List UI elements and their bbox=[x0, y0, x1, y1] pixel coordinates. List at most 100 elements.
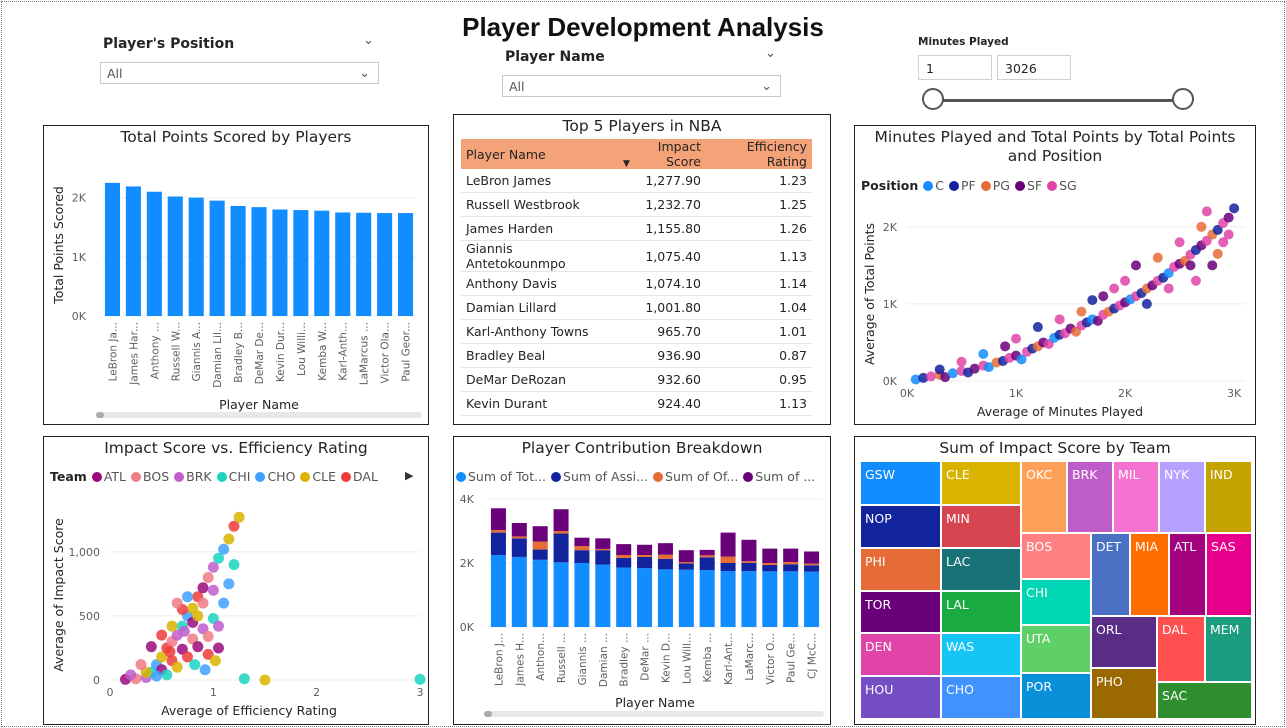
player-dropdown[interactable]: All ⌄ bbox=[502, 75, 781, 97]
scatter-point bbox=[209, 655, 221, 667]
treemap-cell[interactable]: DAL bbox=[1157, 616, 1205, 682]
treemap-cell[interactable]: MEM bbox=[1205, 616, 1252, 682]
legend-entry[interactable]: C bbox=[935, 178, 944, 193]
column-header-efficiency[interactable]: Efficiency Rating bbox=[706, 139, 812, 169]
treemap-cell[interactable]: WAS bbox=[941, 633, 1021, 676]
column-header-impact[interactable]: Impact Score ▼ bbox=[620, 139, 706, 169]
treemap-cell[interactable]: OKC bbox=[1021, 461, 1067, 533]
table-row: Damian Lillard 1,001.80 1.04 bbox=[461, 295, 812, 320]
minutes-max-input[interactable]: 3026 bbox=[997, 55, 1071, 80]
treemap-cell[interactable]: CHO bbox=[941, 676, 1021, 719]
stacked-bar-segment bbox=[616, 557, 632, 568]
treemap-cell[interactable]: GSW bbox=[860, 461, 941, 505]
legend-entry[interactable]: CLE bbox=[312, 469, 336, 484]
scatter-point bbox=[925, 371, 936, 382]
contrib-chart-legend: Sum of Tot... Sum of Assi... Sum of Of... S… bbox=[456, 469, 815, 484]
position-dropdown[interactable]: All ⌄ bbox=[100, 62, 379, 84]
stacked-bar-segment bbox=[616, 555, 632, 558]
legend-entry[interactable]: BRK bbox=[186, 469, 212, 484]
minutes-min-input[interactable]: 1 bbox=[918, 55, 992, 80]
points-chart-scrollbar[interactable] bbox=[96, 412, 422, 418]
legend-entry[interactable]: PG bbox=[992, 178, 1010, 193]
x-tick-label: Russell ... bbox=[556, 633, 568, 683]
stacked-bar-segment bbox=[490, 555, 506, 627]
triangle-right-icon[interactable]: ▶ bbox=[405, 469, 414, 482]
legend-entry[interactable]: ATL bbox=[103, 469, 126, 484]
legend-entry[interactable]: Sum of Assi... bbox=[563, 469, 649, 484]
treemap-cell[interactable]: SAS bbox=[1206, 533, 1252, 616]
treemap-cell[interactable]: TOR bbox=[860, 591, 941, 633]
x-axis-label: Average of Minutes Played bbox=[977, 404, 1143, 419]
scatter-point bbox=[228, 520, 240, 532]
treemap-cell[interactable]: NYK bbox=[1159, 461, 1205, 533]
table-cell: 965.70 bbox=[620, 319, 706, 344]
stacked-bar-segment bbox=[762, 563, 778, 565]
treemap-cell[interactable]: BOS bbox=[1021, 533, 1091, 579]
stacked-bar-segment bbox=[511, 538, 527, 557]
treemap-cell[interactable]: LAL bbox=[941, 591, 1021, 633]
table-cell: Anthony Davis bbox=[461, 271, 620, 296]
treemap-cell[interactable]: PHI bbox=[860, 548, 941, 591]
legend-entry[interactable]: Sum of Of... bbox=[665, 469, 739, 484]
treemap-cell[interactable]: LAC bbox=[941, 548, 1021, 591]
minutes-slider-track[interactable] bbox=[934, 99, 1184, 102]
legend-entry[interactable]: CHO bbox=[267, 469, 296, 484]
scatter-point bbox=[171, 661, 183, 673]
stacked-bar-segment bbox=[657, 554, 673, 559]
contrib-chart-scrollbar[interactable] bbox=[484, 711, 824, 717]
impact-chart-panel: Impact Score vs. Efficiency Rating Team A… bbox=[43, 436, 429, 725]
legend-entry[interactable]: SF bbox=[1026, 178, 1043, 193]
x-tick-label: Kevin D... bbox=[660, 633, 672, 683]
treemap-cell[interactable]: NOP bbox=[860, 505, 941, 548]
treemap-cell[interactable]: ORL bbox=[1091, 616, 1157, 668]
legend-entry[interactable]: Sum of ... bbox=[755, 469, 816, 484]
stacked-bar-segment bbox=[720, 556, 736, 563]
column-header-player[interactable]: Player Name bbox=[461, 139, 620, 169]
legend-entry[interactable]: Sum of Tot... bbox=[468, 469, 547, 484]
scatter-point bbox=[947, 368, 958, 379]
chevron-down-icon[interactable]: ⌄ bbox=[363, 33, 374, 48]
table-cell: 1.01 bbox=[706, 319, 812, 344]
table-cell: DeMar DeRozan bbox=[461, 367, 620, 392]
scatter-point bbox=[978, 349, 989, 360]
scatter-point bbox=[1218, 237, 1229, 248]
scatter-point bbox=[202, 571, 214, 583]
chevron-down-icon[interactable]: ⌄ bbox=[765, 46, 776, 61]
minutes-slider-min-handle[interactable] bbox=[922, 88, 944, 110]
scatter-point bbox=[1130, 260, 1141, 271]
legend-entry[interactable]: BOS bbox=[143, 469, 170, 484]
legend-entry[interactable]: PF bbox=[960, 178, 976, 193]
treemap-cell[interactable]: DET bbox=[1091, 533, 1130, 616]
legend-entry[interactable]: DAL bbox=[353, 469, 378, 484]
treemap-cell[interactable]: DEN bbox=[860, 633, 941, 676]
treemap-cell[interactable]: PHO bbox=[1091, 668, 1157, 719]
treemap-cell[interactable]: IND bbox=[1205, 461, 1252, 533]
legend-entry[interactable]: CHI bbox=[228, 469, 251, 484]
minutes-slider-max-handle[interactable] bbox=[1172, 88, 1194, 110]
table-cell: 1.04 bbox=[706, 295, 812, 320]
treemap-cell[interactable]: MIN bbox=[941, 505, 1021, 548]
treemap-cell[interactable]: CLE bbox=[941, 461, 1021, 505]
bar bbox=[272, 209, 288, 316]
legend-entry[interactable]: SG bbox=[1059, 178, 1077, 193]
scatter-point bbox=[197, 597, 209, 609]
treemap-cell[interactable]: MIA bbox=[1130, 533, 1169, 616]
bar bbox=[251, 207, 267, 316]
x-axis-label: Player Name bbox=[615, 695, 695, 710]
treemap-cell[interactable]: SAC bbox=[1157, 682, 1252, 719]
x-tick-label: Kemba ... bbox=[702, 633, 714, 683]
legend-dot bbox=[653, 472, 664, 482]
minutes-chart-legend: Position C PF PG SF SG bbox=[861, 178, 1077, 193]
treemap-cell[interactable]: ATL bbox=[1169, 533, 1206, 616]
treemap-cell[interactable]: UTA bbox=[1021, 625, 1091, 673]
position-slicer-label: Player's Position bbox=[103, 36, 235, 52]
table-cell: 1.23 bbox=[706, 169, 812, 193]
treemap-cell[interactable]: MIL bbox=[1113, 461, 1159, 533]
treemap-cell[interactable]: BRK bbox=[1067, 461, 1113, 533]
treemap-cell[interactable]: HOU bbox=[860, 676, 941, 719]
treemap-cell[interactable]: CHI bbox=[1021, 579, 1091, 625]
legend-dot bbox=[174, 472, 185, 482]
treemap-cell[interactable]: POR bbox=[1021, 673, 1091, 719]
stacked-bar-segment bbox=[532, 559, 548, 627]
